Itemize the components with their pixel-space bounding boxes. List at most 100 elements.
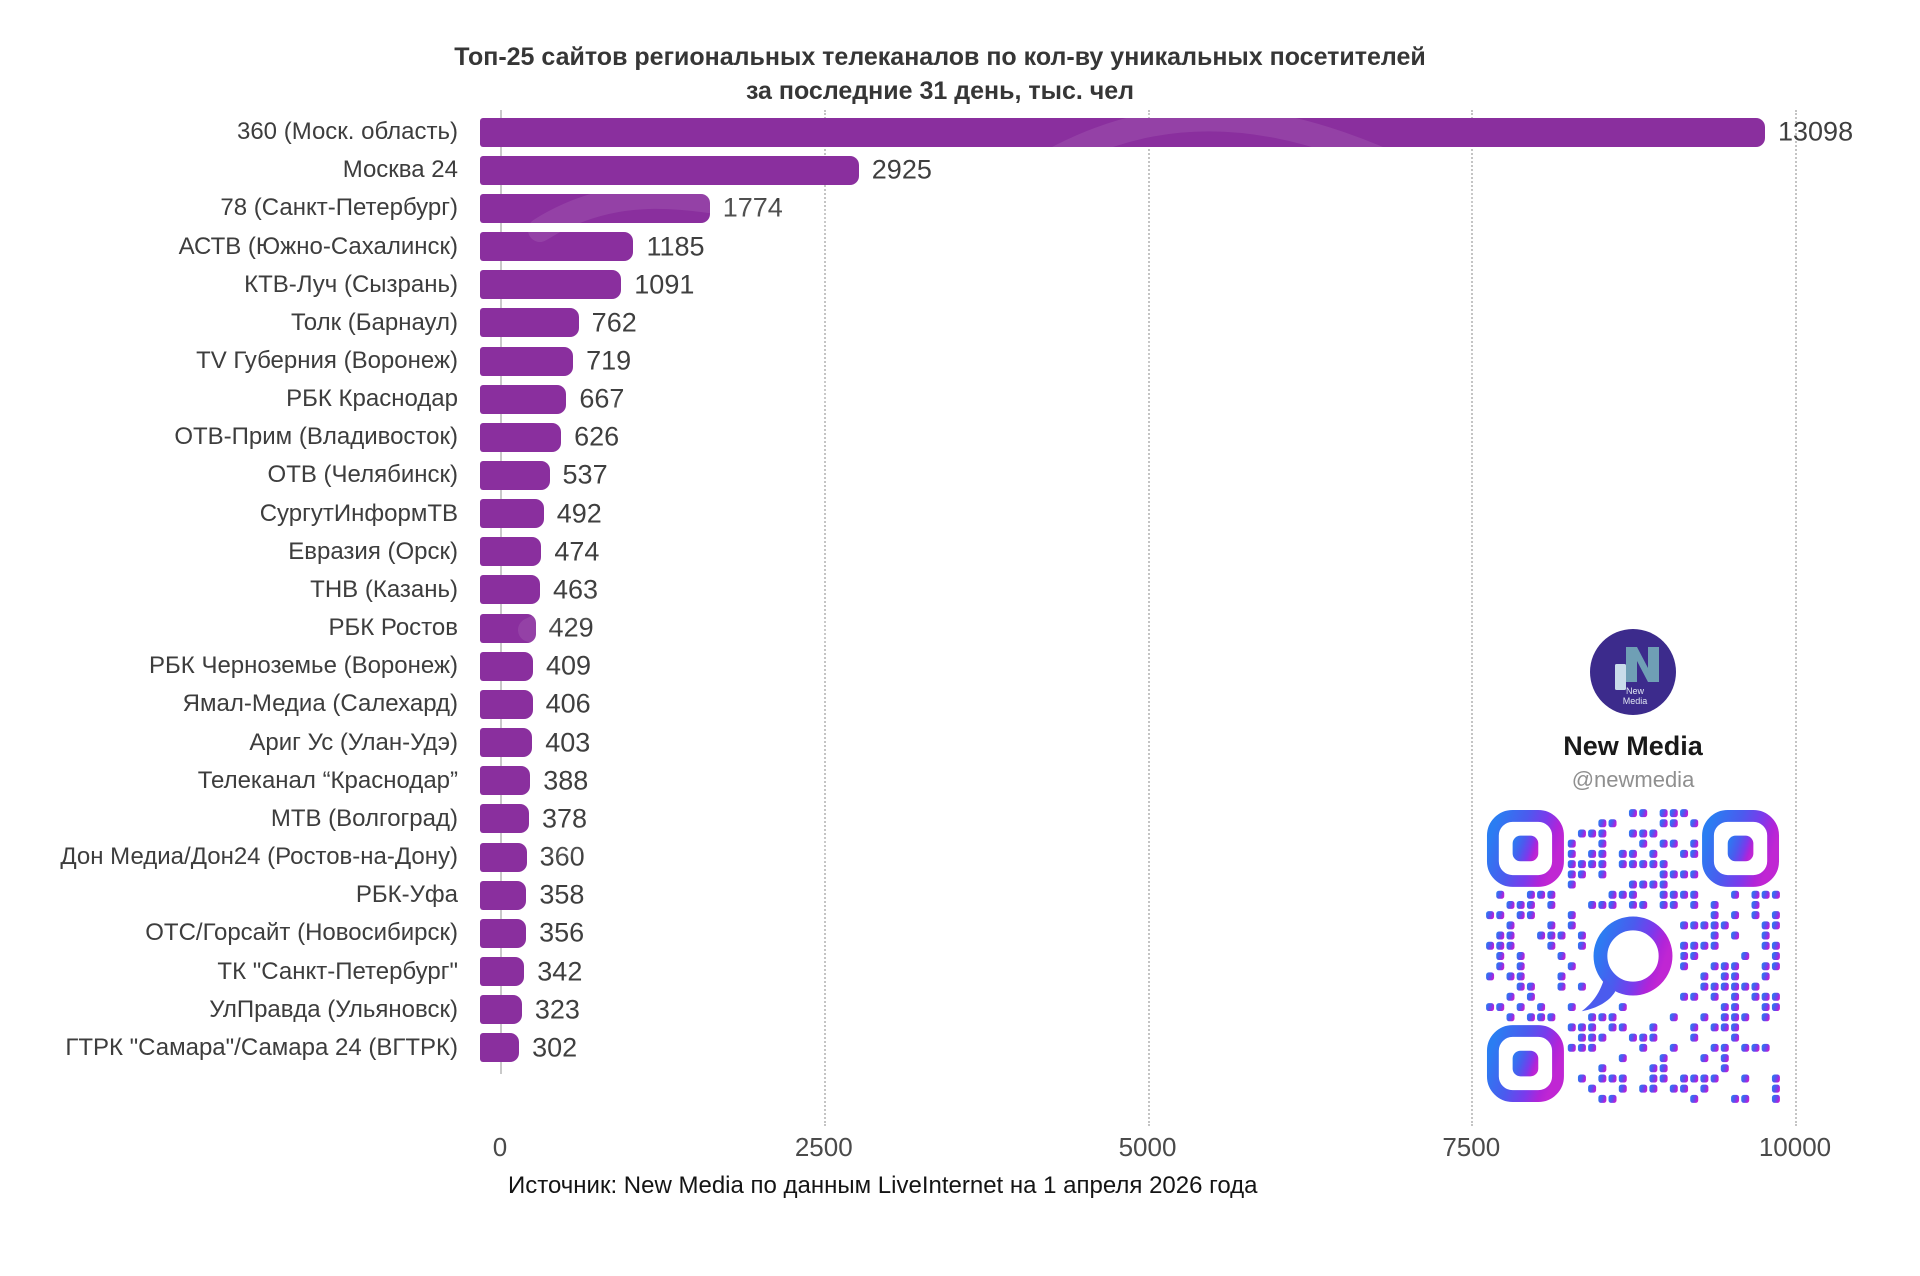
bar-row: Дон Медиа/Дон24 (Ростов-на-Дону) 360 bbox=[0, 838, 1920, 876]
value-label: 537 bbox=[562, 459, 608, 490]
value-label: 667 bbox=[579, 383, 625, 414]
bar-row: ОТВ (Челябинск) 537 bbox=[0, 456, 1920, 494]
bar bbox=[480, 460, 550, 490]
category-label: ОТВ-Прим (Владивосток) bbox=[174, 423, 458, 451]
x-tick-label: 0 bbox=[492, 1132, 508, 1162]
bar-row: ТНВ (Казань) 463 bbox=[0, 571, 1920, 609]
bar-track: 302 bbox=[480, 1032, 1920, 1063]
category-label: Ариг Ус (Улан-Удэ) bbox=[249, 728, 458, 756]
bar-track: 323 bbox=[480, 994, 1920, 1025]
bar-row: Евразия (Орск) 474 bbox=[0, 533, 1920, 571]
bar-row: АСТВ (Южно-Сахалинск) 1185 bbox=[0, 227, 1920, 265]
bar-track: 626 bbox=[480, 422, 1920, 452]
chart-title-line1: Топ-25 сайтов региональных телеканалов п… bbox=[454, 43, 1426, 71]
bar bbox=[480, 804, 529, 834]
category-label: ТК "Санкт-Петербург" bbox=[217, 957, 458, 985]
category-label: 78 (Санкт-Петербург) bbox=[220, 194, 458, 222]
bar-chart: 360 (Моск. область) 13098 Москва 24 2925 78 … bbox=[0, 113, 1920, 1067]
category-label: УлПравда (Ульяновск) bbox=[209, 995, 458, 1023]
bar bbox=[480, 537, 542, 567]
bar-track: 463 bbox=[480, 574, 1920, 605]
bar bbox=[480, 957, 525, 987]
category-label: АСТВ (Южно-Сахалинск) bbox=[178, 232, 458, 260]
category-label: МТВ (Волгоград) bbox=[270, 804, 458, 832]
bar bbox=[480, 728, 533, 758]
bar bbox=[480, 575, 540, 605]
bar-track: 360 bbox=[480, 841, 1920, 872]
value-label: 358 bbox=[539, 879, 585, 910]
category-label: РБК Краснодар bbox=[286, 385, 458, 413]
bar bbox=[480, 918, 527, 948]
bar-row: Ямал-Медиа (Салехард) 406 bbox=[0, 685, 1920, 723]
bar-row: РБК-Уфа 358 bbox=[0, 876, 1920, 914]
bar-track: 406 bbox=[480, 688, 1920, 719]
bar-row: СургутИнформТВ 492 bbox=[0, 495, 1920, 533]
bar-track: 719 bbox=[480, 346, 1920, 376]
bar-row: ГТРК "Самара"/Самара 24 (ВГТРК) 302 bbox=[0, 1029, 1920, 1067]
category-label: Телеканал “Краснодар” bbox=[197, 766, 458, 794]
category-label: ОТВ (Челябинск) bbox=[267, 461, 458, 489]
category-label: РБК Ростов bbox=[328, 614, 458, 642]
x-tick-label: 10000 bbox=[1758, 1132, 1832, 1162]
value-label: 13098 bbox=[1778, 116, 1854, 147]
bar-track: 403 bbox=[480, 727, 1920, 758]
category-label: Евразия (Орск) bbox=[288, 537, 458, 565]
bar-track: 409 bbox=[480, 650, 1920, 681]
bar bbox=[480, 346, 574, 376]
bar-track: 537 bbox=[480, 459, 1920, 490]
bar-track: 378 bbox=[480, 803, 1920, 834]
value-label: 1185 bbox=[646, 231, 705, 262]
chart-title: Топ-25 сайтов региональных телеканалов п… bbox=[0, 40, 1880, 108]
category-label: TV Губерния (Воронеж) bbox=[196, 347, 458, 375]
bar bbox=[480, 613, 536, 643]
brand-name: New Media bbox=[1563, 731, 1703, 761]
value-label: 302 bbox=[532, 1032, 578, 1063]
bar bbox=[480, 384, 567, 414]
bar-row: ТК "Санкт-Петербург" 342 bbox=[0, 952, 1920, 990]
qr-code bbox=[1486, 809, 1780, 1103]
category-label: ОТС/Горсайт (Новосибирск) bbox=[145, 919, 458, 947]
value-label: 406 bbox=[545, 688, 591, 719]
bar-track: 2925 bbox=[480, 155, 1920, 185]
value-label: 388 bbox=[543, 765, 589, 796]
category-label: СургутИнформТВ bbox=[259, 499, 458, 527]
bar bbox=[480, 995, 522, 1025]
bar bbox=[480, 155, 859, 185]
value-label: 1774 bbox=[722, 192, 783, 223]
bar-row: Телеканал “Краснодар” 388 bbox=[0, 762, 1920, 800]
bar-row: 360 (Моск. область) 13098 bbox=[0, 113, 1920, 151]
bar bbox=[480, 880, 527, 910]
value-label: 403 bbox=[545, 727, 591, 758]
bar-row: TV Губерния (Воронеж) 719 bbox=[0, 342, 1920, 380]
bar-track: 388 bbox=[480, 765, 1920, 796]
bar-track: 342 bbox=[480, 956, 1920, 987]
bar bbox=[480, 308, 579, 338]
bar-track: 13098 bbox=[480, 116, 1920, 147]
category-label: Ямал-Медиа (Салехард) bbox=[182, 690, 458, 718]
value-label: 409 bbox=[545, 650, 592, 681]
category-label: ТНВ (Казань) bbox=[310, 575, 458, 603]
bar bbox=[480, 1033, 520, 1063]
category-label: РБК Черноземье (Воронеж) bbox=[149, 652, 458, 680]
bar-row: РБК Ростов 429 bbox=[0, 609, 1920, 647]
chart-title-line2: за последние 31 день, тыс. чел bbox=[745, 77, 1135, 105]
bar bbox=[480, 270, 622, 300]
bar-track: 429 bbox=[480, 612, 1920, 643]
value-label: 474 bbox=[554, 536, 600, 567]
value-label: 1091 bbox=[634, 269, 695, 300]
bar-row: РБК Краснодар 667 bbox=[0, 380, 1920, 418]
bar-track: 492 bbox=[480, 498, 1920, 529]
value-label: 323 bbox=[534, 994, 580, 1025]
bar-track: 1774 bbox=[480, 192, 1920, 223]
x-tick-label: 5000 bbox=[1118, 1132, 1177, 1162]
x-axis: 0 2500 5000 7500 10000 bbox=[493, 1132, 1831, 1164]
bar-row: УлПравда (Ульяновск) 323 bbox=[0, 991, 1920, 1029]
bar bbox=[480, 232, 634, 262]
svg-text:New: New bbox=[1626, 686, 1645, 696]
category-label: Дон Медиа/Дон24 (Ростов-на-Дону) bbox=[60, 843, 458, 871]
source-note: Источник: New Media по данным LiveIntern… bbox=[508, 1172, 1258, 1199]
bar-track: 474 bbox=[480, 536, 1920, 567]
value-label: 429 bbox=[548, 612, 594, 643]
category-label: КТВ-Луч (Сызрань) bbox=[244, 270, 458, 298]
value-label: 360 bbox=[539, 841, 585, 872]
